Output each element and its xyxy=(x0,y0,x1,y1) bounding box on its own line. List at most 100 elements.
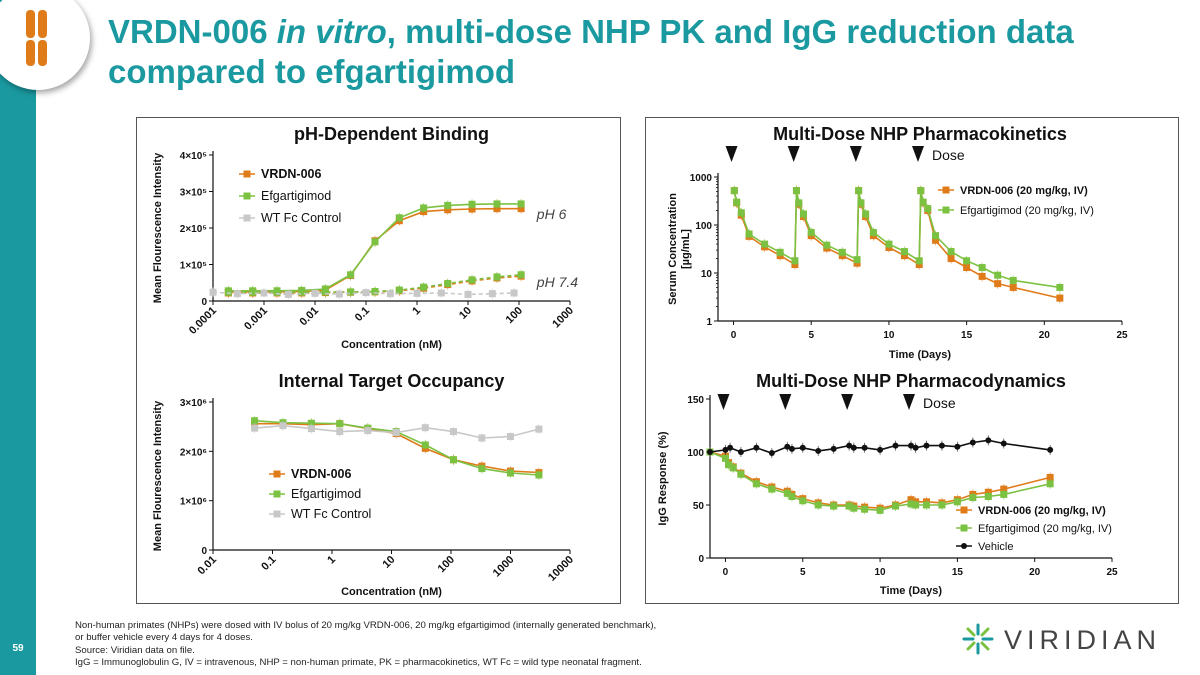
x-tick-label: 0.0001 xyxy=(187,305,219,337)
data-point xyxy=(307,419,315,427)
y-axis-label: IgG Response (%) xyxy=(657,431,669,525)
x-tick-label: 10000 xyxy=(546,554,576,584)
x-tick-label: 25 xyxy=(1116,330,1128,341)
data-point xyxy=(371,238,379,246)
data-point xyxy=(510,289,518,297)
data-point xyxy=(347,288,355,296)
data-point xyxy=(984,493,992,501)
data-point xyxy=(745,230,753,238)
title-part-1: VRDN-006 xyxy=(108,13,277,50)
x-tick-label: 0.1 xyxy=(353,305,372,324)
data-point xyxy=(395,214,403,222)
right-panel-frame xyxy=(645,117,1179,604)
data-point xyxy=(915,257,923,265)
data-point xyxy=(535,425,543,433)
chart-title: pH-Dependent Binding xyxy=(294,124,489,144)
x-tick-label: 1 xyxy=(325,554,338,567)
data-point xyxy=(535,471,543,479)
data-point xyxy=(907,500,915,508)
data-point xyxy=(444,279,452,287)
viridian-star-icon xyxy=(962,623,994,655)
data-point xyxy=(963,257,971,265)
data-point xyxy=(464,290,472,298)
data-point xyxy=(1056,283,1064,291)
data-point xyxy=(517,271,525,279)
data-point xyxy=(862,210,870,218)
legend-label: WT Fc Control xyxy=(261,211,341,225)
data-point xyxy=(783,489,791,497)
data-point xyxy=(468,276,476,284)
slide-title: VRDN-006 in vitro, multi-dose NHP PK and… xyxy=(108,12,1188,92)
data-point xyxy=(249,288,257,296)
x-axis-label: Concentration (nM) xyxy=(341,339,442,351)
chart-target-occupancy: Internal Target Occupancy 0.01 0.1 1 10 100 10… xyxy=(152,371,576,598)
dose-triangle-icon xyxy=(717,394,730,410)
x-tick-label: 0.1 xyxy=(259,554,278,573)
data-point xyxy=(507,469,514,477)
dose-triangle-icon xyxy=(779,394,792,410)
data-point xyxy=(209,288,217,296)
data-point xyxy=(788,445,795,452)
data-point xyxy=(437,289,445,297)
data-point xyxy=(932,232,940,240)
data-point xyxy=(768,450,775,457)
data-point xyxy=(876,506,884,514)
data-point xyxy=(912,501,920,509)
annotation-label: pH 6 xyxy=(536,206,567,222)
data-point xyxy=(284,290,292,298)
legend-swatch-marker xyxy=(961,543,967,549)
data-point xyxy=(791,257,799,265)
chart-title: Internal Target Occupancy xyxy=(279,371,505,391)
data-point xyxy=(1046,473,1054,481)
legend-swatch-marker xyxy=(273,490,281,498)
y-axis-label: Mean Flourescence Intensity xyxy=(152,152,164,303)
y-tick-label: 2×10⁶ xyxy=(180,447,207,458)
data-point xyxy=(1000,485,1008,493)
data-point xyxy=(386,290,394,298)
data-point xyxy=(224,288,232,296)
data-point xyxy=(963,264,971,272)
data-point xyxy=(994,271,1002,279)
data-point xyxy=(795,199,803,207)
y-tick-label: 100 xyxy=(687,448,704,459)
x-tick-label: 1000 xyxy=(491,554,517,580)
x-tick-label: 5 xyxy=(808,330,814,341)
data-point xyxy=(493,200,501,208)
x-axis-label: Concentration (nM) xyxy=(341,586,442,598)
dose-triangle-icon xyxy=(849,146,862,162)
y-tick-label: 3×10⁵ xyxy=(180,188,208,199)
legend-swatch-marker xyxy=(243,170,251,178)
data-point xyxy=(371,288,379,296)
y-tick-label: 150 xyxy=(687,395,704,406)
data-point xyxy=(420,204,428,212)
data-point xyxy=(850,444,857,451)
data-point xyxy=(792,187,800,195)
data-point xyxy=(727,444,734,451)
data-point xyxy=(1046,480,1054,488)
page-number: 59 xyxy=(12,643,24,654)
data-point xyxy=(347,271,355,279)
data-point xyxy=(730,187,738,195)
x-tick-label: 10 xyxy=(457,305,474,322)
logo-badge xyxy=(0,0,90,90)
data-point xyxy=(725,461,733,469)
y-tick-label: 100 xyxy=(695,221,712,232)
y-tick-label: 1×10⁵ xyxy=(180,261,208,272)
x-tick-label: 1 xyxy=(410,305,423,318)
dose-label: Dose xyxy=(923,395,956,411)
data-point xyxy=(251,424,259,432)
data-point xyxy=(298,288,306,296)
data-point xyxy=(721,454,729,462)
y-axis-label: [µg/mL] xyxy=(680,229,692,269)
data-point xyxy=(917,187,925,195)
data-point xyxy=(947,248,955,256)
data-point xyxy=(279,422,287,430)
y-tick-label: 0 xyxy=(201,546,207,557)
left-panel-frame xyxy=(136,117,621,604)
data-point xyxy=(421,441,429,449)
data-point xyxy=(392,429,400,437)
data-point xyxy=(823,241,831,249)
data-point xyxy=(814,501,822,509)
data-point xyxy=(336,428,344,436)
legend-swatch-marker xyxy=(960,506,968,514)
